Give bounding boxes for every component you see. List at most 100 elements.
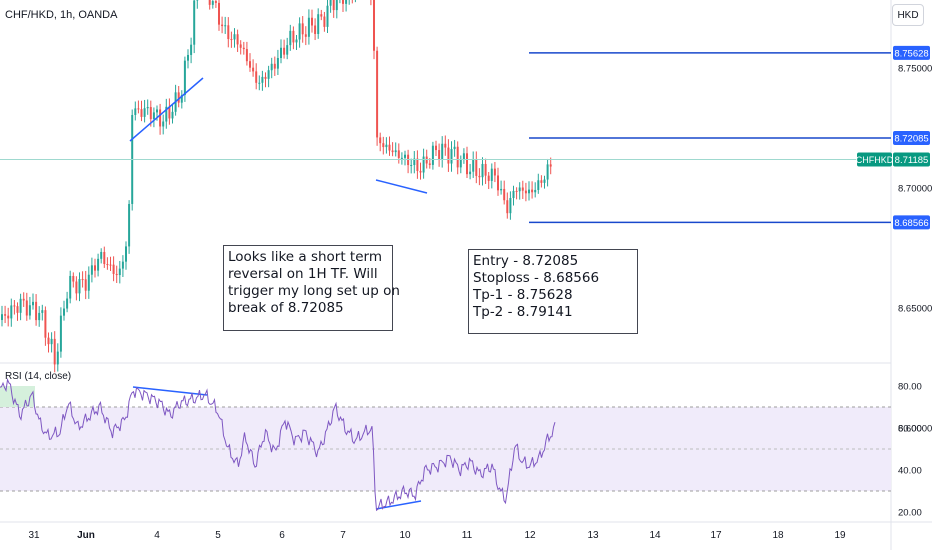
candle-body (320, 14, 323, 17)
candle-body (273, 63, 276, 69)
candle-body (345, 0, 348, 4)
candle-body (388, 144, 391, 151)
candle-body (500, 188, 503, 191)
candle-body (428, 163, 431, 165)
currency-button[interactable]: HKD (892, 4, 924, 26)
candle-body (404, 154, 406, 158)
candle-body (264, 76, 267, 79)
candle-body (283, 47, 286, 55)
candle-body (431, 145, 434, 165)
candle-body (376, 50, 379, 138)
candle-body (379, 137, 382, 144)
candle-body (326, 5, 329, 27)
candle-body (385, 144, 388, 148)
candle-body (323, 16, 326, 27)
candle-body (230, 39, 233, 41)
candle-body (289, 30, 292, 46)
note-left[interactable]: Looks like a short term reversal on 1H T… (223, 245, 400, 331)
time-tick-label: 31 (28, 530, 40, 541)
note-right-line: Entry - 8.72085 (473, 253, 579, 269)
candle-body (546, 164, 549, 180)
time-tick-label: 19 (834, 530, 846, 541)
candle-body (459, 159, 462, 168)
candle-body (156, 109, 158, 113)
candle-body (87, 274, 90, 291)
time-tick-label: 5 (215, 530, 221, 541)
candle-body (19, 298, 22, 313)
candle-body (1, 314, 3, 320)
note-left-line: trigger my long set up on (228, 283, 400, 299)
candle-body (397, 150, 400, 158)
candle-body (332, 0, 335, 11)
candle-body (444, 143, 447, 148)
note-left-line: Looks like a short term (228, 249, 382, 265)
note-right[interactable]: Entry - 8.72085 Stoploss - 8.68566 Tp-1 … (468, 249, 638, 334)
time-tick-label: 17 (710, 530, 722, 541)
candle-body (245, 49, 248, 62)
time-tick-label: 13 (587, 530, 599, 541)
candle-body (534, 189, 537, 193)
note-left-line: reversal on 1H TF. Will (228, 266, 378, 282)
note-right-line: Tp-2 - 8.79141 (473, 304, 573, 320)
candle-body (159, 109, 162, 127)
level-label: 8.68566 (894, 218, 928, 229)
candle-body (242, 47, 245, 50)
candle-body (137, 108, 140, 110)
candle-body (487, 175, 490, 181)
candle-body (329, 0, 332, 6)
candle-body (531, 189, 534, 193)
candle-body (121, 261, 124, 269)
candle-body (484, 163, 487, 176)
time-tick-label: 4 (154, 530, 160, 541)
candle-body (94, 265, 96, 271)
candle-body (435, 145, 437, 151)
level-label: 8.75628 (894, 48, 928, 59)
candle-body (143, 108, 146, 117)
candle-body (149, 107, 152, 120)
price-tick-label: 8.60000 (898, 424, 932, 435)
rsi-trendline-top (132, 386, 208, 396)
level-label-bg (893, 130, 930, 145)
time-tick-label: 7 (340, 530, 346, 541)
trendline-down (375, 179, 428, 194)
rsi-label[interactable]: RSI (14, close) (5, 371, 72, 382)
candle-body (509, 197, 512, 214)
candle-body (109, 264, 112, 266)
candle-body (90, 265, 93, 275)
candle-body (187, 54, 189, 61)
candle-body (317, 14, 320, 34)
candle-body (518, 187, 521, 192)
candle-body (84, 279, 87, 291)
candle-body (112, 264, 115, 274)
candle-body (543, 179, 546, 183)
candle-body (450, 149, 453, 164)
candle-body (528, 189, 530, 194)
candle-body (208, 0, 211, 5)
candle-body (515, 190, 518, 192)
candle-body (22, 298, 25, 301)
candle-body (214, 1, 217, 3)
candle-body (453, 146, 456, 150)
candle-body (524, 190, 527, 194)
time-tick-label: 14 (649, 530, 661, 541)
candle-body (146, 107, 149, 109)
candle-body (221, 24, 224, 27)
candle-body (63, 308, 65, 316)
symbol-title[interactable]: CHF/HKD, 1h, OANDA (5, 9, 118, 21)
candle-body (301, 23, 304, 35)
candle-body (168, 106, 171, 119)
candle-body (32, 301, 34, 306)
candle-body (134, 108, 137, 115)
candle-body (16, 306, 19, 313)
candle-body (469, 171, 472, 175)
candle-body (447, 147, 450, 164)
candle-body (128, 203, 131, 247)
candle-body (236, 34, 239, 45)
candle-body (512, 190, 515, 198)
level-label: 8.72085 (894, 133, 928, 144)
candle-body (537, 180, 540, 190)
candle-body (196, 0, 199, 1)
candle-body (103, 251, 106, 265)
candle-body (59, 315, 62, 352)
